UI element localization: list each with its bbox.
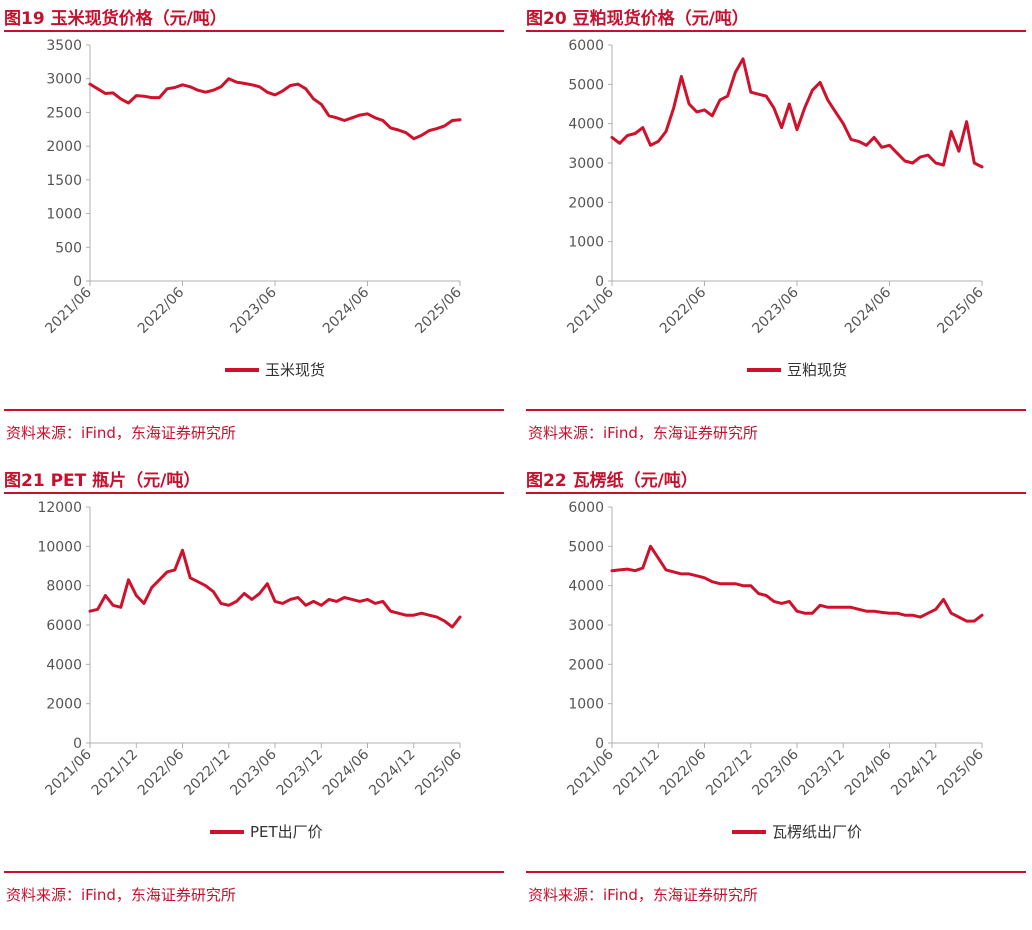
- x-tick-label: 2023/12: [796, 747, 848, 799]
- x-tick-label: 2024/06: [320, 284, 373, 337]
- y-tick-label: 2000: [46, 697, 82, 713]
- y-tick-label: 2500: [46, 105, 82, 121]
- x-tick-label: 2022/06: [135, 746, 188, 799]
- x-tick-label: 2021/06: [42, 746, 95, 799]
- source-rule: [4, 871, 504, 873]
- x-tick-label: 2025/06: [412, 284, 465, 337]
- y-tick-label: 3000: [46, 72, 82, 88]
- title-rule: [526, 30, 1026, 32]
- x-tick-label: 2022/06: [657, 746, 710, 799]
- source-rule: [526, 871, 1026, 873]
- title-rule: [4, 492, 504, 494]
- chart-title: 图21 PET 瓶片（元/吨）: [4, 471, 201, 491]
- y-tick-label: 0: [595, 274, 604, 290]
- y-tick-label: 2000: [568, 657, 604, 673]
- y-tick-label: 1000: [46, 207, 82, 223]
- y-tick-label: 6000: [568, 500, 604, 516]
- x-tick-label: 2023/06: [749, 746, 802, 799]
- y-tick-label: 6000: [568, 38, 604, 54]
- source-rule: [526, 409, 1026, 411]
- x-tick-label: 2022/06: [135, 284, 188, 337]
- y-tick-label: 4000: [568, 579, 604, 595]
- y-tick-label: 500: [55, 240, 82, 256]
- title-rule: [526, 492, 1026, 494]
- chart-title: 图20 豆粕现货价格（元/吨）: [526, 9, 749, 29]
- y-tick-label: 3000: [568, 156, 604, 172]
- pet-price-chart: 0 2000 4000 6000 8000 10000 12000 2021/062021/1…: [37, 500, 465, 841]
- x-tick-label: 2025/06: [934, 746, 987, 799]
- series-line: [88, 548, 462, 629]
- x-tick-label: 2022/12: [703, 747, 755, 799]
- chart-panel-pet: 图21 PET 瓶片（元/吨） 0 2000 4000 6000 8000 10000 12…: [4, 462, 508, 922]
- series-line: [88, 77, 462, 141]
- y-tick-label: 3000: [568, 618, 604, 634]
- y-tick-label: 5000: [568, 77, 604, 93]
- x-tick-label: 2023/12: [274, 747, 326, 799]
- series-line: [610, 544, 984, 623]
- y-tick-label: 8000: [46, 579, 82, 595]
- x-tick-label: 2024/06: [842, 284, 895, 337]
- x-tick-label: 2021/12: [611, 747, 663, 799]
- x-tick-label: 2024/06: [842, 746, 895, 799]
- legend-label: 豆粕现货: [787, 361, 847, 379]
- y-tick-label: 4000: [568, 117, 604, 133]
- x-tick-label: 2024/12: [366, 747, 418, 799]
- y-tick-label: 1000: [568, 235, 604, 251]
- x-tick-label: 2023/06: [227, 284, 280, 337]
- series-line: [610, 57, 984, 169]
- y-tick-label: 12000: [37, 500, 82, 516]
- x-tick-label: 2021/06: [564, 284, 617, 337]
- y-tick-label: 5000: [568, 539, 604, 555]
- chart-panel-soymeal: 图20 豆粕现货价格（元/吨） 0 1000 2000 3000 4000 5000 600…: [526, 0, 1030, 460]
- x-tick-label: 2023/06: [227, 746, 280, 799]
- chart-title: 图22 瓦楞纸（元/吨）: [526, 471, 698, 491]
- source-note: 资料来源：iFind，东海证券研究所: [528, 886, 758, 904]
- y-tick-label: 0: [595, 736, 604, 752]
- legend-label: 玉米现货: [265, 361, 325, 379]
- y-tick-label: 10000: [37, 539, 82, 555]
- chart-title: 图19 玉米现货价格（元/吨）: [4, 9, 227, 29]
- x-tick-label: 2022/06: [657, 284, 710, 337]
- source-note: 资料来源：iFind，东海证券研究所: [6, 424, 236, 442]
- x-tick-label: 2025/06: [412, 746, 465, 799]
- source-rule: [4, 409, 504, 411]
- y-tick-label: 0: [73, 274, 82, 290]
- y-tick-label: 6000: [46, 618, 82, 634]
- x-tick-label: 2024/06: [320, 746, 373, 799]
- x-tick-label: 2021/06: [564, 746, 617, 799]
- x-tick-label: 2025/06: [934, 284, 987, 337]
- legend-label: PET出厂价: [250, 823, 323, 841]
- x-tick-label: 2022/12: [181, 747, 233, 799]
- x-tick-label: 2023/06: [749, 284, 802, 337]
- y-tick-label: 3500: [46, 38, 82, 54]
- x-tick-label: 2021/12: [89, 747, 141, 799]
- corn-price-chart: 0 500 1000 1500 2000 2500 3000 3500 2021/06 2022/…: [42, 38, 465, 379]
- y-tick-label: 2000: [568, 195, 604, 211]
- chart-panel-corrugated: 图22 瓦楞纸（元/吨） 0 1000 2000 3000 4000 5000 6000 20…: [526, 462, 1030, 922]
- y-tick-label: 1000: [568, 697, 604, 713]
- source-note: 资料来源：iFind，东海证券研究所: [6, 886, 236, 904]
- y-tick-label: 2000: [46, 139, 82, 155]
- y-tick-label: 4000: [46, 657, 82, 673]
- x-tick-label: 2024/12: [888, 747, 940, 799]
- chart-panel-corn: 图19 玉米现货价格（元/吨） 0 500 1000 1500 2000 2500 3000…: [4, 0, 508, 460]
- corrugated-price-chart: 01000200030004000500060002021/062021/122…: [564, 500, 987, 841]
- x-tick-label: 2021/06: [42, 284, 95, 337]
- title-rule: [4, 30, 504, 32]
- source-note: 资料来源：iFind，东海证券研究所: [528, 424, 758, 442]
- y-tick-label: 1500: [46, 173, 82, 189]
- legend-label: 瓦楞纸出厂价: [772, 823, 862, 841]
- soymeal-price-chart: 0 1000 2000 3000 4000 5000 6000 2021/06 2022/06 2…: [564, 38, 987, 379]
- y-tick-label: 0: [73, 736, 82, 752]
